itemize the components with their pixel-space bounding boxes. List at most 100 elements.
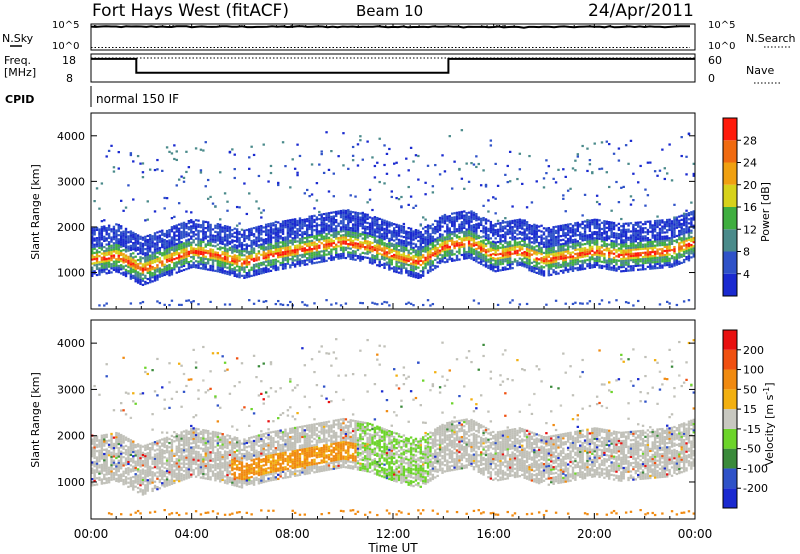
rti-cell <box>226 240 229 243</box>
rti-cell <box>576 229 580 233</box>
rti-cell <box>434 267 437 270</box>
rti-cell <box>165 266 169 270</box>
rti-cell <box>339 226 343 229</box>
rti-cell <box>378 252 381 255</box>
rti-cell <box>219 233 222 237</box>
rti-cell <box>197 240 200 243</box>
rti-cell <box>460 245 464 248</box>
rti-cell <box>223 224 227 228</box>
rti-cell <box>134 239 137 242</box>
rti-cell <box>132 231 135 234</box>
rti-cell <box>595 218 599 222</box>
rti-cell <box>279 222 282 226</box>
rti-cell <box>395 246 398 249</box>
rti-cell <box>658 240 662 243</box>
rti-cell <box>301 247 304 250</box>
rti-cell <box>170 246 174 249</box>
rti-cell <box>313 243 316 246</box>
rti-cell <box>511 230 514 233</box>
rti-cell <box>161 237 164 241</box>
rti-cell <box>141 269 145 272</box>
rti-cell <box>373 246 377 250</box>
rti-cell <box>380 249 384 252</box>
rti-cell <box>646 230 650 234</box>
rti-cell <box>378 244 381 247</box>
rti-cell <box>325 245 328 248</box>
rti-cell <box>91 272 94 275</box>
rti-cell <box>554 229 558 232</box>
rti-cell <box>434 232 437 235</box>
rti-cell <box>571 259 575 262</box>
rti-cell <box>255 242 258 245</box>
rti-cell <box>518 261 522 264</box>
rti-cell <box>204 227 207 230</box>
rti-cell <box>277 227 280 230</box>
rti-cell <box>153 238 157 241</box>
rti-cell <box>163 234 166 238</box>
rti-cell <box>595 220 599 224</box>
rti-cell <box>477 253 480 256</box>
rti-cell <box>426 246 430 250</box>
rti-cell <box>327 240 331 244</box>
rti-cell <box>250 239 253 243</box>
rti-cell <box>668 243 671 246</box>
rti-cell <box>670 220 674 223</box>
rti-cell <box>127 237 130 240</box>
rti-cell <box>571 228 575 231</box>
rti-cell <box>651 242 654 245</box>
rti-cell <box>443 240 447 243</box>
rti-cell <box>477 251 480 254</box>
rti-cell <box>315 218 319 221</box>
rti-cell <box>146 249 149 252</box>
rti-cell <box>622 222 625 226</box>
rti-cell <box>639 247 642 251</box>
rti-cell <box>361 251 364 255</box>
rti-cell <box>479 221 483 224</box>
rti-cell <box>595 245 599 248</box>
rti-cell <box>124 246 128 249</box>
rti-cell <box>272 265 275 268</box>
rti-cell <box>209 229 212 233</box>
rti-cell <box>98 207 101 210</box>
rti-cell <box>554 260 558 263</box>
rti-cell <box>296 246 299 249</box>
rti-cell <box>562 251 565 254</box>
rti-cell <box>206 250 210 253</box>
rti-cell <box>322 251 326 255</box>
rti-cell <box>576 268 580 272</box>
n-search-tick-bottom: 10^0 <box>708 41 735 52</box>
rti-cell <box>448 233 451 236</box>
rti-cell <box>617 226 621 230</box>
rti-cell <box>318 234 321 237</box>
rti-cell <box>373 259 377 262</box>
rti-cell <box>284 263 287 266</box>
rti-cell <box>105 263 108 267</box>
rti-cell <box>219 242 222 245</box>
rti-cell <box>537 252 541 255</box>
rti-cell <box>390 190 393 193</box>
rti-cell <box>378 236 381 239</box>
rti-cell <box>663 253 666 257</box>
rti-cell <box>267 223 270 226</box>
rti-cell <box>267 270 270 273</box>
rti-cell <box>226 227 229 230</box>
rti-cell <box>289 239 292 242</box>
rti-cell <box>521 254 524 257</box>
rti-cell <box>634 236 637 239</box>
rti-cell <box>298 241 302 245</box>
rti-cell <box>496 219 500 222</box>
rti-cell <box>112 244 116 247</box>
rti-cell <box>347 232 350 235</box>
rti-cell <box>281 230 285 233</box>
rti-cell <box>426 240 430 244</box>
rti-cell <box>185 268 188 271</box>
rti-cell <box>158 230 162 233</box>
rti-cell <box>603 232 606 235</box>
rti-cell <box>148 248 152 251</box>
rti-cell <box>190 225 193 228</box>
rti-cell <box>214 230 217 234</box>
rti-cell <box>190 237 193 240</box>
rti-cell <box>168 235 171 238</box>
rti-cell <box>260 272 263 275</box>
rti-cell <box>496 257 500 260</box>
